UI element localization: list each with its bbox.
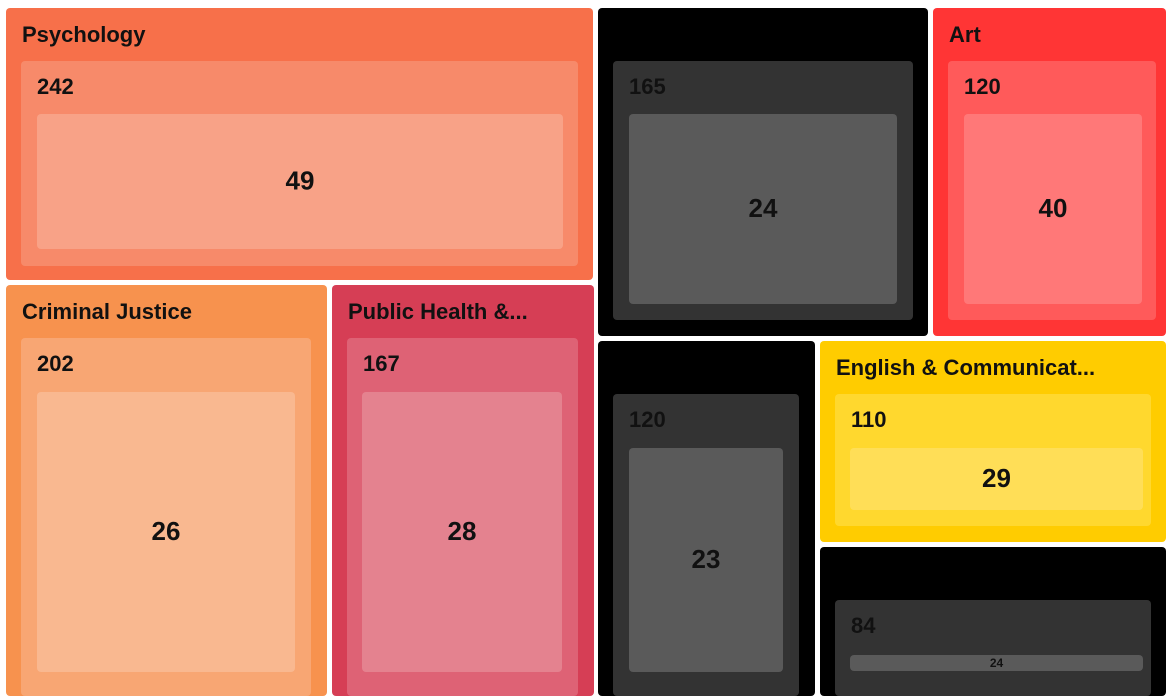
group-label: English & Communicat... <box>836 355 1095 380</box>
child-label: 40 <box>1039 193 1068 223</box>
value-label: 202 <box>37 351 74 376</box>
group-label: Criminal Justice <box>22 299 192 324</box>
value-label: 84 <box>851 613 876 638</box>
child-box <box>629 114 897 304</box>
child-box <box>37 392 295 672</box>
child-box <box>850 655 1143 671</box>
child-label: 23 <box>692 544 721 574</box>
group-label: Public Health &... <box>348 299 528 324</box>
value-label: 165 <box>629 74 666 99</box>
value-label: 110 <box>851 407 887 432</box>
child-box <box>362 392 562 672</box>
group-label: Art <box>949 22 981 47</box>
child-label: 49 <box>286 165 315 195</box>
child-label: 29 <box>982 463 1011 493</box>
child-box <box>629 448 783 672</box>
value-box <box>835 600 1151 696</box>
value-label: 167 <box>363 351 400 376</box>
child-label: 26 <box>152 516 181 546</box>
child-box <box>850 448 1143 510</box>
value-label: 120 <box>964 74 1001 99</box>
value-label: 120 <box>629 407 666 432</box>
group-label: Psychology <box>22 22 146 47</box>
value-label: 242 <box>37 74 74 99</box>
child-label: 24 <box>749 193 778 223</box>
child-box <box>964 114 1142 304</box>
child-box <box>37 114 563 249</box>
child-label: 28 <box>448 516 477 546</box>
child-label: 24 <box>990 656 1004 670</box>
